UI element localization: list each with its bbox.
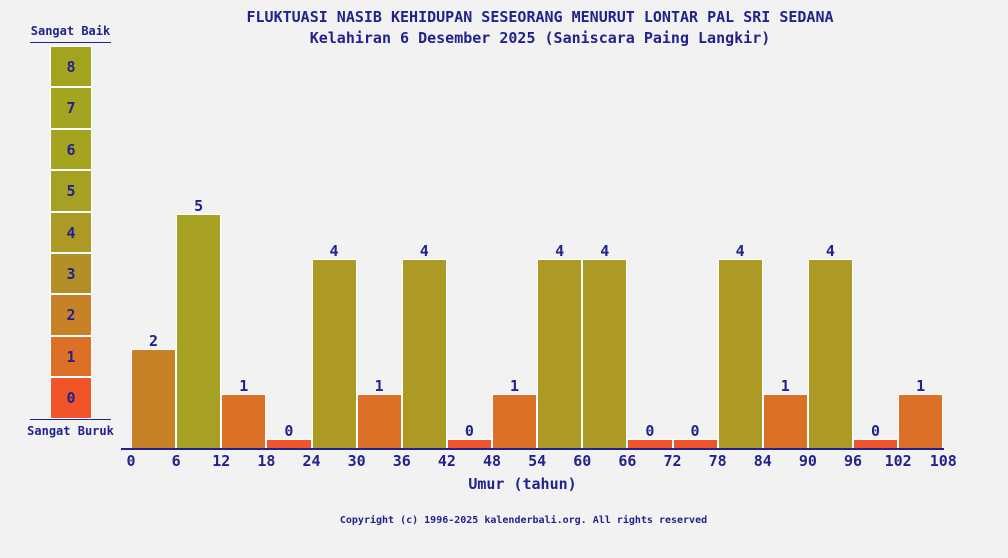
bar-umur-36-42	[401, 259, 447, 448]
bar-value-label: 4	[825, 242, 835, 260]
bar-umur-60-66	[582, 259, 628, 448]
legend-best-label: Sangat Baik	[30, 24, 111, 38]
legend-box-7: 7	[50, 87, 92, 129]
legend-box-1: 1	[50, 335, 92, 378]
x-tick-label-108: 108	[929, 452, 957, 470]
legend-top-rule	[30, 42, 111, 43]
x-tick-label-24: 24	[302, 452, 321, 470]
bar-value-label: 4	[555, 242, 565, 260]
bar-umur-54-60	[537, 259, 583, 448]
x-tick-label-102: 102	[884, 452, 912, 470]
x-tick-label-72: 72	[663, 452, 682, 470]
x-tick-label-42: 42	[437, 452, 456, 470]
bar-value-label: 1	[916, 377, 926, 395]
bar-value-label: 4	[329, 242, 339, 260]
legend-box-2: 2	[50, 294, 92, 336]
x-axis-line	[121, 448, 944, 450]
copyright-notice: Copyright (c) 1996-2025 kalenderbali.org…	[339, 515, 708, 526]
x-tick-label-36: 36	[392, 452, 411, 470]
x-tick-label-78: 78	[708, 452, 727, 470]
chart-title: FLUKTUASI NASIB KEHIDUPAN SESEORANG MENU…	[246, 8, 834, 26]
x-tick-label-84: 84	[753, 452, 772, 470]
bar-value-label: 1	[239, 377, 249, 395]
x-tick-label-18: 18	[257, 452, 276, 470]
x-tick-label-66: 66	[618, 452, 637, 470]
bar-value-label: 0	[871, 422, 881, 440]
x-axis-title: Umur (tahun)	[468, 475, 577, 493]
bar-umur-90-96	[807, 259, 853, 448]
x-tick-label-48: 48	[482, 452, 502, 470]
bar-value-label: 0	[464, 422, 474, 440]
bar-umur-24-30	[311, 259, 357, 448]
x-tick-label-90: 90	[798, 452, 817, 470]
chart-subtitle: Kelahiran 6 Desember 2025 (Saniscara Pai…	[309, 29, 771, 47]
bar-value-label: 0	[284, 422, 294, 440]
bar-value-label: 4	[600, 242, 610, 260]
bar-value-label: 5	[194, 197, 204, 215]
bar-value-label: 1	[510, 377, 520, 395]
legend-box-6: 6	[50, 128, 92, 171]
legend-box-8: 8	[50, 46, 92, 88]
bar-umur-72-78	[672, 439, 718, 448]
bar-umur-30-36	[356, 394, 402, 448]
x-tick-label-60: 60	[573, 452, 592, 470]
bar-umur-96-102	[853, 439, 899, 448]
bar-value-label: 4	[735, 242, 745, 260]
legend-box-0: 0	[50, 377, 92, 419]
bar-umur-78-84	[717, 259, 763, 448]
bar-umur-102-108	[898, 394, 944, 448]
x-tick-label-6: 6	[171, 452, 181, 470]
x-tick-label-54: 54	[528, 452, 547, 470]
bar-value-label: 4	[419, 242, 429, 260]
legend-bottom-rule	[30, 419, 111, 420]
bar-value-label: 1	[780, 377, 790, 395]
bar-value-label: 2	[149, 332, 159, 350]
bar-umur-66-72	[627, 439, 673, 448]
bar-umur-6-12	[176, 214, 222, 448]
x-tick-label-96: 96	[843, 452, 863, 470]
x-tick-label-0: 0	[126, 452, 136, 470]
bar-value-label: 0	[645, 422, 655, 440]
bar-value-label: 1	[374, 377, 384, 395]
bar-umur-84-90	[762, 394, 808, 448]
bar-umur-18-24	[266, 439, 312, 448]
x-tick-label-12: 12	[212, 452, 231, 470]
legend-box-5: 5	[50, 170, 92, 212]
bar-umur-42-48	[446, 439, 492, 448]
bar-value-label: 0	[690, 422, 700, 440]
legend-box-3: 3	[50, 253, 92, 295]
bar-umur-12-18	[221, 394, 267, 448]
bar-umur-0-6	[131, 349, 177, 448]
x-tick-label-30: 30	[347, 452, 366, 470]
legend-box-4: 4	[50, 211, 92, 253]
legend-worst-label: Sangat Buruk	[27, 424, 114, 438]
bar-umur-48-54	[492, 394, 538, 448]
